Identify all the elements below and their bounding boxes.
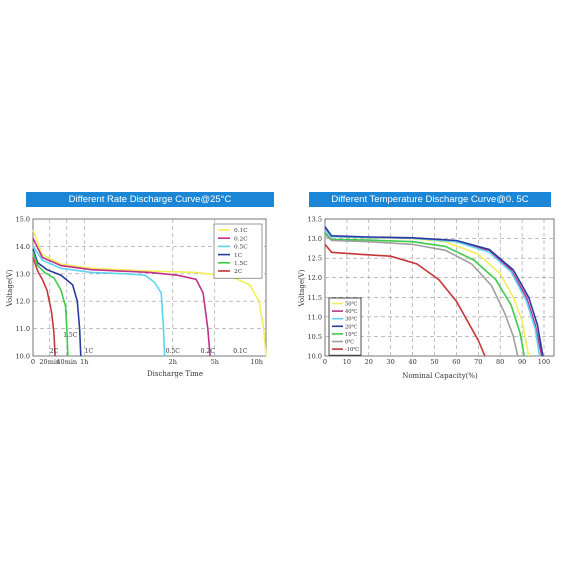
temp-legend-label: 30℃ (345, 317, 358, 323)
rate-legend-label: 0.2C (234, 236, 248, 242)
temp-chart-xtick-label: 70 (474, 358, 482, 366)
temp-chart-ytick-label: 13.5 (308, 216, 322, 224)
temp-chart-ytick-label: 13.0 (308, 235, 322, 243)
temp-chart-xtick-label: 10 (343, 358, 351, 366)
temp-series-line-10 (324, 232, 526, 357)
temp-chart-ytick-label: 12.0 (308, 274, 322, 282)
temp-chart-ytick-label: 10.5 (308, 333, 322, 341)
rate-series-line-0_5C (32, 245, 166, 357)
temp-series-line-0 (324, 234, 519, 357)
rate-curve-label: 1C (85, 348, 94, 355)
rate-chart-ytick-label: 11.0 (16, 325, 30, 333)
rate-legend-label: 0.1C (234, 228, 248, 234)
rate-chart-title: Different Rate Discharge Curve@25°C (26, 192, 274, 207)
temp-chart-xtick-label: 20 (365, 358, 373, 366)
rate-chart-ytick-label: 13.0 (16, 270, 30, 278)
temp-chart-xtick-label: 80 (496, 358, 504, 366)
rate-chart-ytick-label: 14.0 (16, 243, 30, 251)
rate-chart-xtick-label: 0 (31, 358, 35, 366)
rate-legend-label: 2C (234, 269, 243, 275)
rate-chart-ytick-label: 12.0 (16, 298, 30, 306)
rate-chart-xtick-label: 10h (250, 358, 262, 366)
rate-curve-label: 0.2C (201, 348, 216, 355)
temperature-chart-title: Different Temperature Discharge Curve@0.… (309, 192, 551, 207)
temp-chart-xtick-label: 30 (387, 358, 395, 366)
temp-legend-label: 20℃ (345, 324, 358, 330)
temperature-discharge-chart: 10.0 10.5 11.0 11.5 12.0 12.5 13.0 13.5 0 10 20 30 4… (298, 216, 555, 380)
rate-legend-box (213, 223, 263, 279)
temp-chart-xtick-label: 40 (408, 358, 416, 366)
temp-legend-label: 50℃ (345, 302, 358, 308)
temp-chart-xtick-label: 0 (323, 358, 327, 366)
rate-legend-label: 0.5C (234, 245, 248, 251)
temp-legend-label: 0℃ (345, 340, 354, 346)
rate-curve-label: 2C (50, 348, 59, 355)
temp-legend-label: 10℃ (345, 332, 358, 338)
temp-legend-label: -10℃ (345, 347, 359, 353)
rate-chart-xtick-label: 40min (56, 358, 77, 366)
rate-chart-xtick-label: 20min (39, 358, 60, 366)
rate-chart-ytick-label: 15.0 (16, 216, 30, 224)
rate-series-line-1C (32, 248, 82, 357)
rate-chart-ytick-label: 10.0 (16, 353, 30, 361)
temperature-chart-ylabel: Voltage(V) (298, 269, 306, 307)
rate-series-line-1_5C (32, 251, 69, 357)
temp-series-line--10 (324, 243, 486, 357)
temp-chart-ytick-label: 11.5 (308, 294, 322, 302)
rate-chart-xlabel: Discharge Time (147, 370, 203, 378)
temp-chart-xtick-label: 60 (452, 358, 460, 366)
temp-legend-label: 40℃ (345, 309, 358, 315)
rate-series-line-0_1C (32, 229, 267, 357)
rate-chart-xtick-label: 2h (169, 358, 177, 366)
temperature-chart-xlabel: Nominal Capacity(%) (402, 372, 478, 380)
temp-chart-ytick-label: 11.0 (308, 313, 322, 321)
temp-chart-ytick-label: 10.0 (308, 353, 322, 361)
rate-series-line-2C (32, 257, 56, 357)
temp-chart-xtick-label: 90 (518, 358, 526, 366)
rate-chart-xtick-label: 1h (80, 358, 88, 366)
rate-legend-label: 1.5C (234, 261, 248, 267)
rate-series-line-0_2C (32, 237, 211, 357)
rate-curve-label: 0.1C (233, 348, 248, 355)
rate-legend-label: 1C (234, 253, 243, 259)
rate-chart-xtick-label: 5h (211, 358, 219, 366)
temp-chart-ytick-label: 12.5 (308, 255, 322, 263)
rate-curve-label: 1.5C (63, 332, 78, 339)
temp-chart-xtick-label: 100 (538, 358, 550, 366)
rate-curve-label: 0.5C (166, 348, 181, 355)
rate-chart-ylabel: Voltage(V) (6, 269, 14, 307)
temp-chart-xtick-label: 50 (430, 358, 438, 366)
temp-series-line-20 (324, 226, 544, 357)
